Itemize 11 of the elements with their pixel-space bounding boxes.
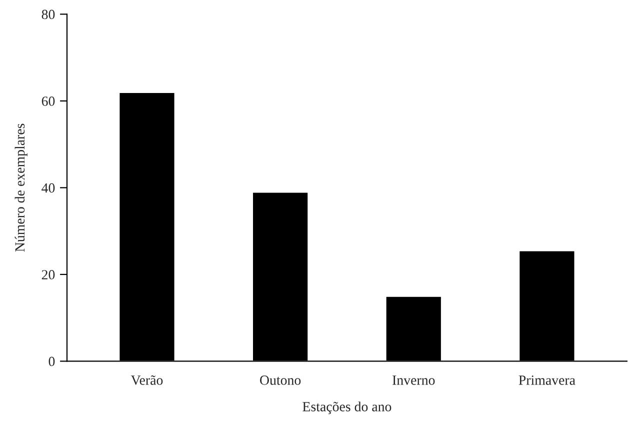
- x-tick-label: Outono: [260, 376, 301, 385]
- x-tick-label: Primavera: [518, 376, 576, 385]
- x-tick-label: Verão: [130, 375, 163, 385]
- y-axis-title: Número de exemplares: [14, 124, 28, 252]
- y-tick-label: 20: [42, 270, 55, 280]
- x-tick-label: Inverno: [392, 376, 435, 385]
- y-tick-label: 40: [42, 183, 55, 193]
- x-axis-title: Estações do ano: [302, 402, 392, 414]
- y-tick-label: 60: [42, 96, 55, 106]
- y-tick-label: 80: [42, 10, 55, 20]
- y-tick-label: 0: [48, 356, 55, 366]
